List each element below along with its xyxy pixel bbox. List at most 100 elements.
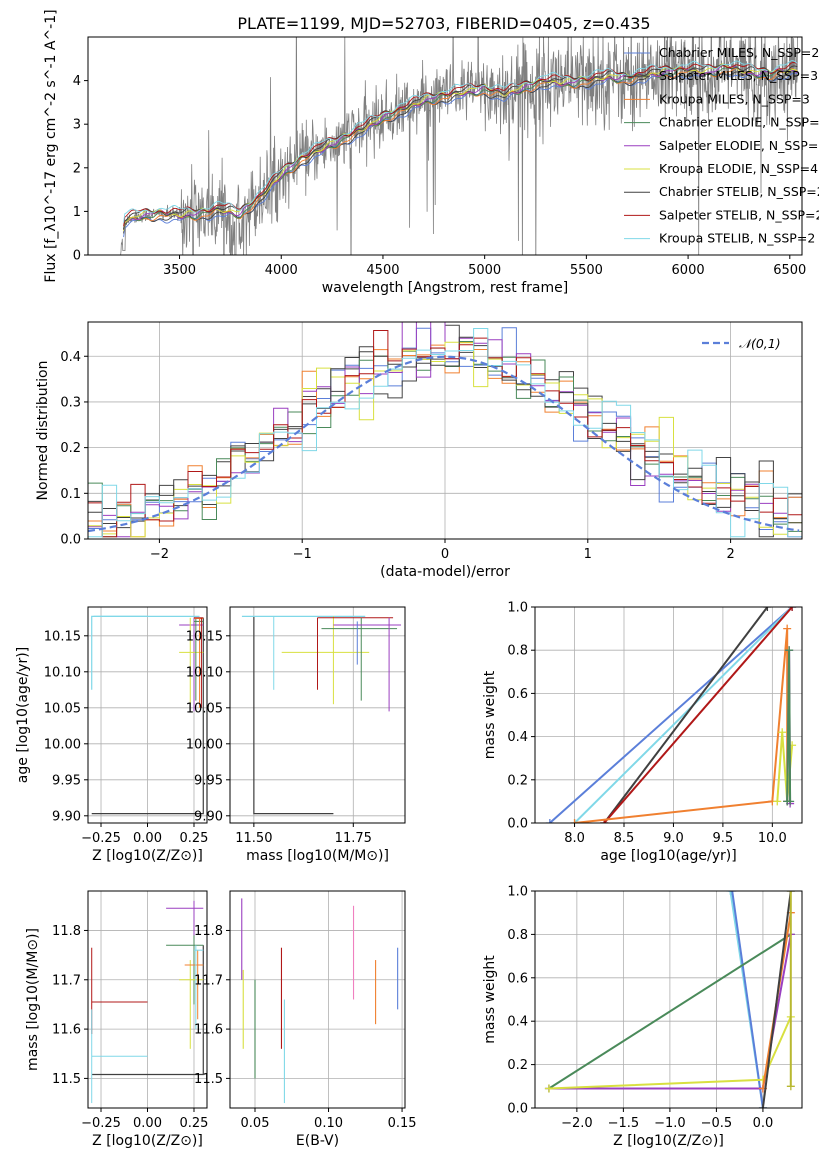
age_vs_mass-ytick-label: 10.10 xyxy=(186,665,223,680)
residuals-ytick-label: 0.3 xyxy=(60,395,81,410)
weight_vs_Z-xtick-label: −1.0 xyxy=(654,1116,686,1131)
gaussian-curve xyxy=(88,355,800,533)
mass_vs_Z-ytick-label: 11.8 xyxy=(52,924,81,939)
weight-marker-elodie_kroupa xyxy=(544,1084,553,1093)
spectrum-xtick-label: 5000 xyxy=(468,263,501,278)
weight_vs_Z-ytick-label: 0.0 xyxy=(507,1102,528,1117)
path-stelib-chabrier xyxy=(91,945,204,1076)
age_vs_mass-ytick-label: 10.15 xyxy=(186,629,223,644)
weight_vs_age-xlabel: age [log10(age/yr)] xyxy=(600,848,736,864)
weight_vs_Z-ylabel: mass weight xyxy=(482,955,498,1044)
weight-line-stelib_kroupa xyxy=(573,607,793,823)
age_vs_mass-ytick-label: 9.95 xyxy=(194,773,223,788)
residuals-ytick-label: 0.0 xyxy=(60,533,81,548)
weight_vs_age-xtick-label: 9.5 xyxy=(713,831,734,846)
mass_vs_ebv-plot-area xyxy=(241,898,399,1104)
spectrum-axes-frame xyxy=(87,36,803,256)
residuals-ylabel: Normed distribution xyxy=(35,361,51,501)
residuals-xlabel: (data-model)/error xyxy=(380,564,510,580)
spectrum-title: PLATE=1199, MJD=52703, FIBERID=0405, z=0… xyxy=(237,14,650,33)
age_vs_Z-xtick-label: −0.25 xyxy=(81,831,121,846)
legend-label-elodie_chabrier: Chabrier ELODIE, N_SSP=3 xyxy=(659,115,819,130)
age_vs_mass-axes-frame xyxy=(229,606,406,824)
weight_vs_Z-xtick-label: −1.5 xyxy=(608,1116,640,1131)
weight_vs_age-xtick-label: 10.0 xyxy=(758,831,787,846)
histogram-stelib_kroupa xyxy=(88,328,802,538)
age_vs_Z-ytick-label: 9.90 xyxy=(52,809,81,824)
weight_vs_age-ylabel: mass weight xyxy=(482,670,498,759)
weight-marker-miles_kroupa xyxy=(783,624,792,633)
residuals-plot-area xyxy=(88,322,802,538)
weight-marker-elodie_kroupa xyxy=(773,797,782,806)
weight-line-stelib_chabrier xyxy=(761,891,792,1108)
weight-line-stelib_chabrier xyxy=(603,607,769,823)
weight_vs_age-xtick-label: 8.0 xyxy=(564,831,585,846)
weight-line-stelib_salpeter xyxy=(603,607,793,823)
weight_vs_Z-xtick-label: 0.0 xyxy=(753,1116,774,1131)
legend-label-stelib_chabrier: Chabrier STELIB, N_SSP=2 xyxy=(659,184,819,199)
spectrum-xtick-label: 3500 xyxy=(163,263,196,278)
mass_vs_Z-ytick-label: 11.6 xyxy=(52,1023,81,1038)
residuals-xtick-label: 1 xyxy=(584,547,592,562)
weight_vs_age-ytick-label: 0.4 xyxy=(507,730,528,745)
model-spectrum-line-stelib_kroupa xyxy=(123,60,798,223)
spectrum-ytick-label: 1 xyxy=(73,205,81,220)
age_vs_mass-panel: 11.50 11.75 9.90 9.95 10.00 10.05 10.10 10.15 ma… xyxy=(186,606,406,864)
mass_vs_Z-panel: −0.25 0.00 0.25 11.5 11.6 11.7 11.8 Z [log10(Z/… xyxy=(25,890,208,1149)
weight_vs_Z-plot-area xyxy=(544,891,795,1108)
mass_vs_ebv-ytick-label: 11.8 xyxy=(194,924,223,939)
weight-marker-extra_olive xyxy=(786,1082,795,1091)
weight_vs_Z-xtick-label: −2.0 xyxy=(561,1116,593,1131)
weight-marker-elodie_kroupa xyxy=(778,728,787,737)
weight_vs_Z-axes-frame xyxy=(534,890,803,1109)
residuals-ytick-label: 0.1 xyxy=(60,487,81,502)
path-stelib-chabrier xyxy=(253,616,334,815)
legend-label-stelib_kroupa: Kroupa STELIB, N_SSP=2 xyxy=(659,231,815,246)
mass_vs_ebv-xtick-label: 0.15 xyxy=(388,1116,417,1131)
age_vs_Z-plot-area xyxy=(91,615,204,815)
mass_vs_Z-plot-area xyxy=(91,900,204,1104)
mass_vs_ebv-ytick-label: 11.6 xyxy=(194,1023,223,1038)
weight-line-miles_kroupa xyxy=(574,628,789,823)
weight-line-miles_chabrier xyxy=(731,891,764,1108)
weight-line-elodie_chabrier xyxy=(548,933,792,1090)
age_vs_Z-ytick-label: 10.00 xyxy=(44,737,81,752)
legend-label-miles_kroupa: Kroupa MILES, N_SSP=3 xyxy=(659,91,810,106)
weight-marker-miles_kroupa xyxy=(570,819,579,823)
age_vs_Z-ytick-label: 10.10 xyxy=(44,665,81,680)
weight-marker-elodie_chabrier xyxy=(786,797,795,806)
spectrum-xtick-label: 4500 xyxy=(366,263,399,278)
weight-line-miles_chabrier xyxy=(549,607,793,823)
residuals-panel: −2 −1 0 1 2 0.0 0.1 0.2 0.3 0.4 (data-model)/error… xyxy=(35,321,803,580)
weight_vs_Z-xlabel: Z [log10(Z/Z⊙)] xyxy=(613,1133,724,1149)
weight-marker-miles_chabrier xyxy=(728,891,737,895)
age_vs_Z-panel: −0.25 0.00 0.25 9.90 9.95 10.00 10.05 10.10 10.1… xyxy=(15,606,208,864)
spectrum-xlabel: wavelength [Angstrom, rest frame] xyxy=(322,280,568,296)
spectrum-panel: 3500 4000 4500 5000 5500 6000 6500 0 1 2 3 4 wavelen… xyxy=(43,9,819,296)
mass_vs_ebv-xtick-label: 0.10 xyxy=(314,1116,343,1131)
weight-marker-extra_olive xyxy=(786,891,795,895)
weight-marker-stelib_kroupa xyxy=(726,891,735,895)
path-stelib-kroupa xyxy=(91,615,148,690)
weight_vs_age-xtick-label: 9.0 xyxy=(663,831,684,846)
spectrum-xtick-label: 6500 xyxy=(773,263,806,278)
spectrum-plot-area xyxy=(120,37,798,255)
age_vs_mass-xtick-label: 11.50 xyxy=(235,831,272,846)
age_vs_Z-xlabel: Z [log10(Z/Z⊙)] xyxy=(92,848,203,864)
mass_vs_Z-ytick-label: 11.5 xyxy=(52,1072,81,1087)
age_vs_Z-ylabel: age [log10(age/yr)] xyxy=(15,647,31,783)
age_vs_mass-ytick-label: 9.90 xyxy=(194,809,223,824)
age_vs_mass-plot-area xyxy=(241,615,402,815)
residuals-xtick-label: −1 xyxy=(293,547,312,562)
weight_vs_age-ytick-label: 0.8 xyxy=(507,644,528,659)
residuals-ytick-label: 0.2 xyxy=(60,441,81,456)
spectrum-xtick-label: 4000 xyxy=(265,263,298,278)
weight_vs_Z-ytick-label: 1.0 xyxy=(507,885,528,900)
mass_vs_ebv-xlabel: E(B-V) xyxy=(296,1133,339,1149)
mass_vs_Z-xtick-label: 0.00 xyxy=(133,1116,162,1131)
weight_vs_age-ytick-label: 0.0 xyxy=(507,817,528,832)
age_vs_Z-xtick-label: 0.00 xyxy=(133,831,162,846)
age_vs_Z-ytick-label: 10.05 xyxy=(44,701,81,716)
weight_vs_age-ytick-label: 1.0 xyxy=(507,601,528,616)
spectrum-xtick-label: 6000 xyxy=(672,263,705,278)
